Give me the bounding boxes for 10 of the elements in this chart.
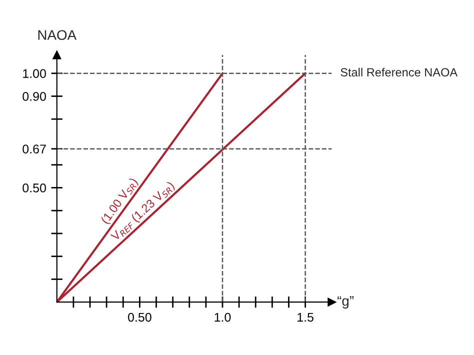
x-tick-label: 1.5	[298, 312, 314, 322]
ref-line-label: Stall Reference NAOA	[340, 68, 458, 76]
y-tick-label: 0.67	[22, 144, 46, 154]
x-tick-label: 0.50	[128, 312, 152, 322]
y-tick-label: 1.00	[23, 69, 46, 78]
y-tick-label: 0.50	[22, 184, 46, 192]
y-axis-title: NAOA	[38, 30, 77, 40]
x-tick-label: 1.0	[214, 312, 231, 322]
y-tick-label: 0.90	[22, 92, 46, 101]
x-axis-title: “g”	[338, 296, 354, 309]
